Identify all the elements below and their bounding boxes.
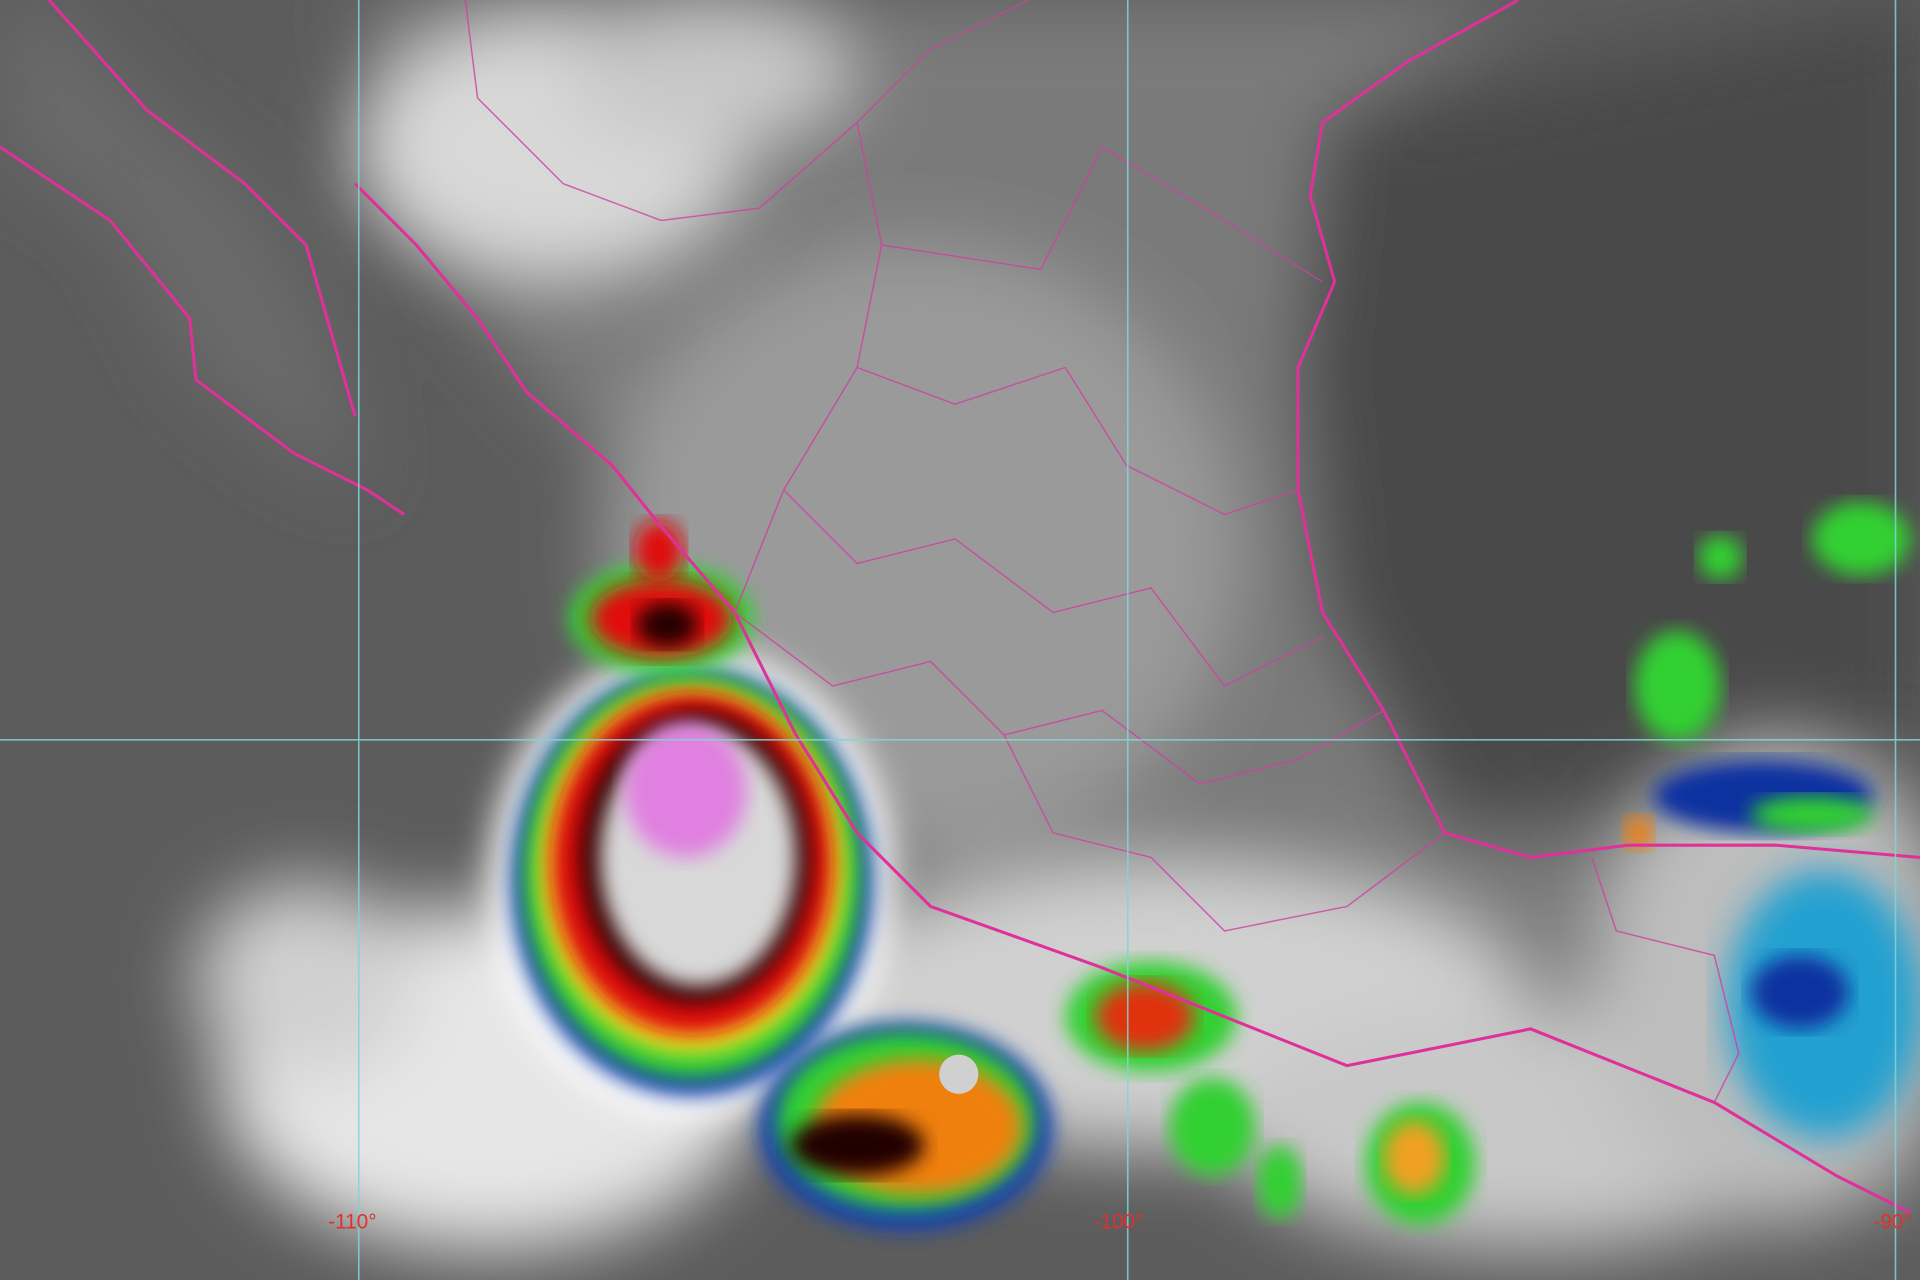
state-borders [464,0,1740,1103]
longitude-label-90: -90° [1873,1211,1911,1234]
coastlines [0,0,1920,1215]
longitude-label-100: -100° [1093,1211,1143,1234]
storm-secondary [759,961,1476,1232]
longitude-label-110: -110° [328,1211,376,1234]
storm-east [1623,502,1920,1140]
storm-main [489,520,894,1115]
